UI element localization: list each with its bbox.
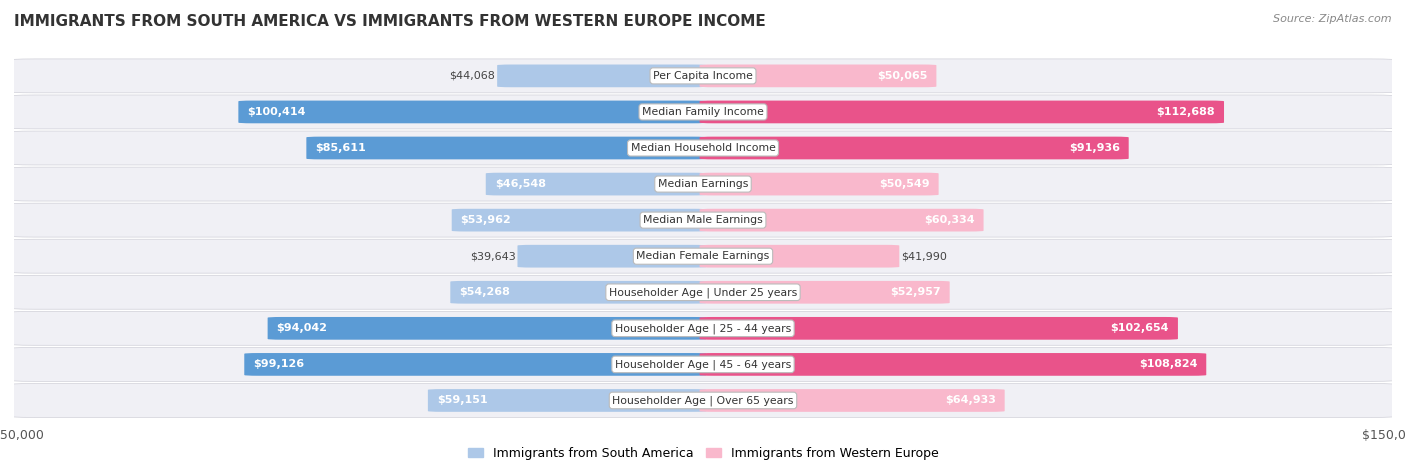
FancyBboxPatch shape [7, 167, 1399, 201]
Text: Per Capita Income: Per Capita Income [652, 71, 754, 81]
Text: $41,990: $41,990 [901, 251, 948, 261]
FancyBboxPatch shape [7, 383, 1399, 417]
FancyBboxPatch shape [7, 59, 1399, 93]
FancyBboxPatch shape [450, 281, 706, 304]
Text: $59,151: $59,151 [437, 396, 488, 405]
FancyBboxPatch shape [700, 245, 900, 268]
FancyBboxPatch shape [451, 209, 706, 232]
FancyBboxPatch shape [700, 281, 949, 304]
Text: Householder Age | Under 25 years: Householder Age | Under 25 years [609, 287, 797, 297]
FancyBboxPatch shape [427, 389, 706, 412]
Text: Householder Age | 45 - 64 years: Householder Age | 45 - 64 years [614, 359, 792, 370]
FancyBboxPatch shape [307, 137, 706, 159]
Text: $39,643: $39,643 [470, 251, 516, 261]
Text: $46,548: $46,548 [495, 179, 546, 189]
Text: Median Female Earnings: Median Female Earnings [637, 251, 769, 261]
FancyBboxPatch shape [7, 276, 1399, 309]
FancyBboxPatch shape [485, 173, 706, 195]
Text: Median Family Income: Median Family Income [643, 107, 763, 117]
Text: $44,068: $44,068 [449, 71, 495, 81]
FancyBboxPatch shape [239, 100, 706, 123]
Text: $53,962: $53,962 [461, 215, 512, 225]
Text: Householder Age | Over 65 years: Householder Age | Over 65 years [612, 395, 794, 406]
FancyBboxPatch shape [267, 317, 706, 340]
Text: $94,042: $94,042 [277, 323, 328, 333]
Text: $102,654: $102,654 [1111, 323, 1168, 333]
FancyBboxPatch shape [700, 100, 1225, 123]
FancyBboxPatch shape [245, 353, 706, 376]
Text: $50,065: $50,065 [877, 71, 928, 81]
FancyBboxPatch shape [7, 311, 1399, 345]
Text: Householder Age | 25 - 44 years: Householder Age | 25 - 44 years [614, 323, 792, 333]
Text: $85,611: $85,611 [315, 143, 366, 153]
Text: $91,936: $91,936 [1069, 143, 1119, 153]
FancyBboxPatch shape [700, 137, 1129, 159]
Text: $64,933: $64,933 [945, 396, 995, 405]
Text: $100,414: $100,414 [247, 107, 307, 117]
Text: $99,126: $99,126 [253, 360, 304, 369]
FancyBboxPatch shape [7, 239, 1399, 273]
Text: $50,549: $50,549 [879, 179, 929, 189]
FancyBboxPatch shape [700, 209, 984, 232]
FancyBboxPatch shape [700, 173, 939, 195]
Legend: Immigrants from South America, Immigrants from Western Europe: Immigrants from South America, Immigrant… [463, 442, 943, 465]
FancyBboxPatch shape [7, 203, 1399, 237]
FancyBboxPatch shape [7, 95, 1399, 129]
FancyBboxPatch shape [700, 64, 936, 87]
Text: Median Earnings: Median Earnings [658, 179, 748, 189]
FancyBboxPatch shape [700, 353, 1206, 376]
FancyBboxPatch shape [7, 347, 1399, 382]
FancyBboxPatch shape [700, 389, 1005, 412]
Text: $54,268: $54,268 [460, 287, 510, 297]
Text: $60,334: $60,334 [924, 215, 974, 225]
Text: IMMIGRANTS FROM SOUTH AMERICA VS IMMIGRANTS FROM WESTERN EUROPE INCOME: IMMIGRANTS FROM SOUTH AMERICA VS IMMIGRA… [14, 14, 766, 29]
Text: Source: ZipAtlas.com: Source: ZipAtlas.com [1274, 14, 1392, 24]
FancyBboxPatch shape [498, 64, 706, 87]
Text: $52,957: $52,957 [890, 287, 941, 297]
FancyBboxPatch shape [517, 245, 706, 268]
FancyBboxPatch shape [700, 317, 1178, 340]
Text: $108,824: $108,824 [1139, 360, 1198, 369]
Text: Median Household Income: Median Household Income [630, 143, 776, 153]
Text: Median Male Earnings: Median Male Earnings [643, 215, 763, 225]
Text: $112,688: $112,688 [1156, 107, 1215, 117]
FancyBboxPatch shape [7, 131, 1399, 165]
